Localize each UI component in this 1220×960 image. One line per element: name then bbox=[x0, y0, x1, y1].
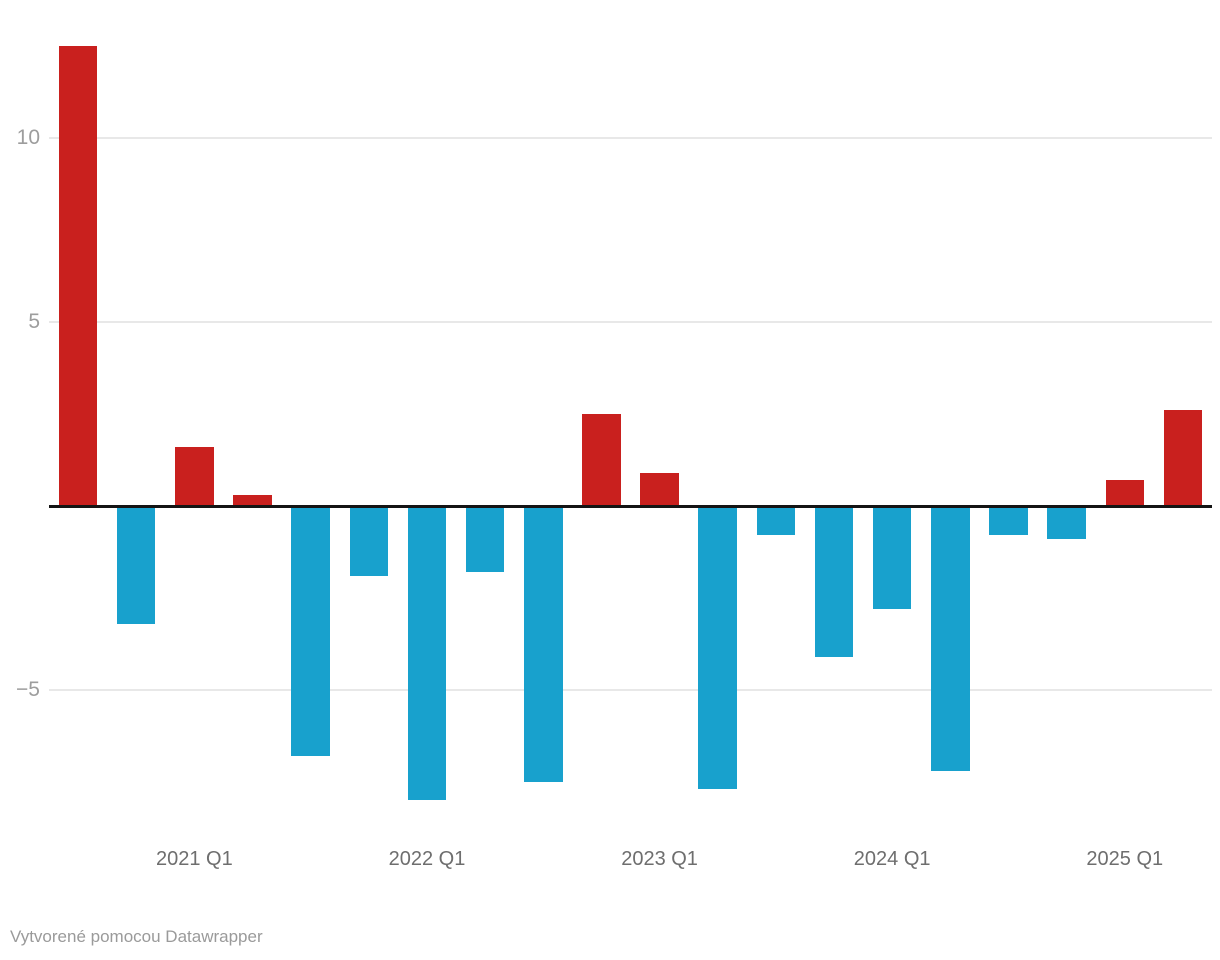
zero-baseline bbox=[49, 504, 1212, 508]
bar-2024-Q2 bbox=[931, 506, 970, 771]
x-axis-tick-label-2023-Q1: 2023 Q1 bbox=[621, 848, 698, 870]
bar-2020-Q3 bbox=[58, 46, 98, 506]
chart-attribution: Vytvorené pomocou Datawrapper bbox=[10, 926, 263, 948]
bar-2023-Q4 bbox=[814, 506, 854, 657]
x-axis-tick-label-2021-Q1: 2021 Q1 bbox=[156, 848, 233, 870]
bar-2024-Q3 bbox=[989, 506, 1028, 536]
bar-2021-Q2 bbox=[233, 494, 272, 506]
bar-2025-Q2 bbox=[1163, 410, 1203, 506]
bar-2021-Q4 bbox=[349, 506, 389, 576]
y-gridline-10 bbox=[49, 137, 1212, 139]
bar-2023-Q2 bbox=[698, 506, 737, 790]
bar-2024-Q4 bbox=[1047, 506, 1086, 540]
x-axis-tick-label-2025-Q1: 2025 Q1 bbox=[1086, 848, 1164, 870]
y-gridline-5 bbox=[49, 321, 1212, 323]
bar-2022-Q2 bbox=[465, 506, 505, 573]
y-gridline--5 bbox=[49, 689, 1212, 691]
bar-2022-Q3 bbox=[524, 506, 563, 782]
bar-2021-Q1 bbox=[175, 447, 214, 506]
bar-2020-Q4 bbox=[116, 506, 156, 624]
bar-2022-Q1 bbox=[407, 506, 447, 801]
bar-2024-Q1 bbox=[872, 506, 912, 610]
y-axis-tick-label: 10 bbox=[16, 126, 40, 149]
x-axis-tick-label-2022-Q1: 2022 Q1 bbox=[388, 848, 466, 870]
datawrapper-attribution-link[interactable]: Datawrapper bbox=[165, 927, 263, 946]
y-axis-tick-label: −5 bbox=[16, 678, 40, 701]
bar-2023-Q3 bbox=[756, 506, 796, 536]
bar-2022-Q4 bbox=[582, 414, 621, 506]
y-axis-tick-label: 5 bbox=[28, 310, 40, 333]
bar-2021-Q3 bbox=[291, 506, 330, 757]
attribution-prefix-text: Vytvorené pomocou bbox=[10, 927, 166, 946]
x-axis-tick-label-2024-Q1: 2024 Q1 bbox=[853, 848, 931, 870]
bar-2023-Q1 bbox=[640, 472, 679, 506]
bar-2025-Q1 bbox=[1105, 480, 1145, 506]
